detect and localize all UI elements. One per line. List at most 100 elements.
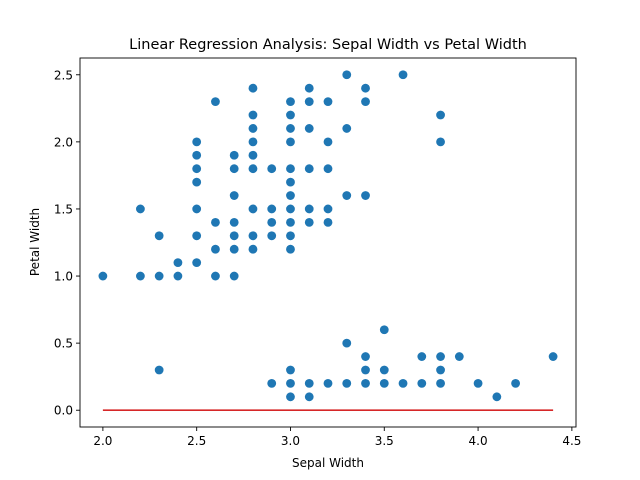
data-point [267, 217, 277, 227]
data-point [379, 325, 389, 335]
y-axis-label: Petal Width [28, 208, 42, 276]
x-tick-label: 2.0 [93, 434, 112, 448]
data-point [192, 177, 202, 187]
data-point [267, 204, 277, 214]
data-point [229, 217, 239, 227]
data-point [286, 204, 295, 214]
data-point [323, 137, 333, 147]
data-point [454, 352, 464, 361]
x-tick-label: 3.5 [375, 434, 394, 448]
data-point [361, 97, 370, 107]
x-tick-label: 4.5 [562, 434, 581, 448]
data-point [473, 378, 483, 388]
data-point [417, 378, 427, 388]
data-point [229, 244, 239, 254]
data-point [436, 378, 445, 388]
x-axis-label: Sepal Width [292, 456, 364, 470]
data-point [248, 150, 258, 160]
data-point [98, 271, 108, 281]
data-point [436, 110, 445, 120]
y-tick-label: 0.5 [54, 337, 73, 351]
y-tick-label: 1.0 [54, 270, 73, 284]
data-point [286, 365, 295, 375]
x-tick-label: 4.0 [469, 434, 488, 448]
x-tick-label: 3.0 [281, 434, 300, 448]
data-point [286, 97, 295, 107]
data-point [304, 392, 314, 402]
data-point [379, 378, 389, 388]
data-point [304, 217, 314, 227]
data-point [173, 271, 183, 281]
data-point [323, 97, 333, 107]
data-point [304, 204, 314, 214]
data-point [211, 244, 220, 254]
data-point [248, 110, 258, 120]
data-point [267, 164, 277, 174]
data-point [136, 271, 145, 281]
data-point [511, 378, 520, 388]
data-point [192, 137, 202, 147]
data-point [136, 204, 145, 214]
data-point [248, 204, 258, 214]
data-point [211, 271, 220, 281]
data-point [323, 204, 333, 214]
data-point [379, 365, 389, 375]
data-point [548, 352, 558, 361]
data-point [361, 352, 370, 361]
data-point [492, 392, 502, 402]
data-point [361, 378, 370, 388]
data-point [267, 378, 277, 388]
data-point [248, 83, 258, 93]
data-point [286, 124, 295, 133]
data-point [286, 191, 295, 200]
data-point [323, 217, 333, 227]
data-point [286, 244, 295, 254]
data-point [229, 150, 239, 160]
plot-area: 2.0 2.5 3.0 3.5 4.0 4.5 0.0 0.5 1.0 1.5 2.0 2.5 [54, 57, 581, 448]
data-point [192, 258, 202, 268]
data-point [286, 217, 295, 227]
data-point [154, 271, 164, 281]
data-point [436, 365, 445, 375]
data-point [417, 352, 427, 361]
data-point [361, 83, 370, 93]
data-point [286, 137, 295, 147]
data-point [192, 231, 202, 241]
data-point [173, 258, 183, 268]
data-point [248, 137, 258, 147]
chart-title: Linear Regression Analysis: Sepal Width … [129, 37, 527, 53]
data-point [286, 164, 295, 174]
data-point [286, 392, 295, 402]
data-point [361, 191, 370, 200]
data-point [304, 124, 314, 133]
data-point [436, 137, 445, 147]
data-point [304, 83, 314, 93]
data-point [192, 204, 202, 214]
x-tick-label: 2.5 [187, 434, 206, 448]
data-point [304, 378, 314, 388]
data-point [286, 177, 295, 187]
data-point [229, 271, 239, 281]
data-point [248, 124, 258, 133]
data-point [192, 150, 202, 160]
data-point [229, 231, 239, 241]
data-point [229, 191, 239, 200]
data-point [361, 365, 370, 375]
data-point [229, 164, 239, 174]
data-point [436, 352, 445, 361]
data-point [154, 231, 164, 241]
data-point [342, 124, 352, 133]
data-point [323, 378, 333, 388]
data-point [342, 70, 352, 80]
y-tick-label: 2.5 [54, 68, 73, 82]
data-point [304, 97, 314, 107]
data-point [286, 110, 295, 120]
y-tick-label: 2.0 [54, 135, 73, 149]
data-point [286, 378, 295, 388]
plot-frame [79, 57, 577, 428]
y-tick-label: 1.5 [54, 202, 73, 216]
data-point [398, 378, 408, 388]
data-point [154, 365, 164, 375]
